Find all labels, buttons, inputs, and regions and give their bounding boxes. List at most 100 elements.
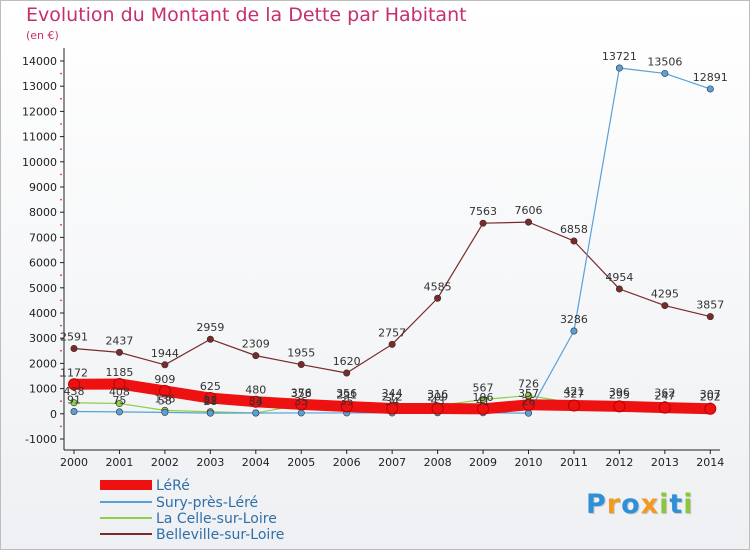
y-tick-label: 3000 (29, 332, 57, 345)
y-tick-label: 9000 (29, 181, 57, 194)
legend-label: Belleville-sur-Loire (156, 527, 284, 543)
data-label: 58 (158, 394, 172, 407)
y-minor-tick (60, 198, 62, 201)
data-label: 316 (427, 388, 448, 401)
y-minor-tick (60, 249, 62, 251)
data-label: 81 (203, 394, 217, 407)
x-tick-label: 2001 (105, 456, 133, 469)
data-label: 909 (154, 373, 175, 386)
data-point (524, 218, 532, 226)
y-tick-label: 5000 (29, 282, 57, 295)
y-tick-label: -1000 (25, 433, 57, 446)
chart-title: Evolution du Montant de la Dette par Hab… (26, 4, 467, 26)
data-label: 35 (294, 395, 308, 408)
x-tick-label: 2010 (515, 456, 543, 469)
data-point (615, 285, 623, 293)
data-point (249, 395, 262, 408)
data-label: 1944 (151, 347, 179, 360)
x-tick-label: 2014 (696, 456, 724, 469)
data-label: 291 (336, 388, 357, 401)
y-tick-label: 12000 (22, 105, 57, 118)
data-label: 35 (340, 395, 354, 408)
data-point (661, 69, 669, 77)
data-label: 12891 (693, 71, 728, 84)
data-point (297, 361, 305, 369)
data-label: 209 (427, 391, 448, 404)
data-label: 2959 (196, 321, 224, 334)
data-label: 438 (64, 385, 85, 398)
data-label: 7563 (469, 205, 497, 218)
data-label: 726 (518, 378, 539, 391)
data-label: 327 (563, 388, 584, 401)
data-point (115, 348, 123, 356)
data-label: 247 (654, 390, 675, 403)
y-minor-tick (60, 123, 62, 125)
data-point (479, 396, 487, 404)
data-label: 357 (518, 387, 539, 400)
data-label: 196 (473, 391, 494, 404)
data-point (704, 402, 717, 415)
data-label: 43 (431, 395, 445, 408)
y-minor-tick (60, 72, 62, 75)
data-point (431, 402, 444, 415)
y-minor-tick (60, 274, 62, 277)
data-label: 625 (200, 380, 221, 393)
data-label: 136 (154, 392, 175, 405)
y-tick-label: 4000 (29, 307, 57, 320)
data-label: 356 (336, 387, 357, 400)
chart-subtitle: (en €) (26, 29, 59, 42)
data-label: 13721 (602, 50, 637, 63)
data-label: 408 (109, 386, 130, 399)
x-tick-label: 2006 (333, 456, 361, 469)
data-label: 7606 (515, 204, 543, 217)
data-point (706, 85, 714, 93)
y-tick-label: 8000 (29, 206, 57, 219)
data-label: 1172 (60, 366, 88, 379)
data-point (70, 399, 78, 407)
data-point (68, 378, 80, 391)
data-label: 2591 (60, 331, 88, 344)
y-minor-tick (60, 324, 62, 327)
data-label: 34 (249, 395, 263, 408)
data-label: 4954 (605, 271, 633, 284)
x-tick-label: 2005 (287, 456, 315, 469)
data-label: 212 (382, 390, 403, 403)
y-tick-label: 10000 (22, 156, 57, 169)
data-point (479, 219, 487, 227)
y-minor-tick (60, 97, 62, 100)
data-point (343, 369, 351, 377)
data-label: 91 (67, 394, 81, 407)
data-point (570, 327, 578, 335)
y-minor-tick (60, 223, 62, 226)
y-tick-label: 14000 (22, 55, 57, 68)
data-label: 362 (654, 387, 675, 400)
data-point (295, 398, 308, 411)
legend-label: Sury-près-Léré (156, 495, 258, 511)
proxiti-logo: Proxiti (586, 489, 694, 520)
data-point (70, 408, 78, 416)
data-label: 2757 (378, 326, 406, 339)
x-tick-label: 2013 (651, 456, 679, 469)
data-point (252, 409, 260, 417)
data-point (158, 384, 171, 397)
data-point (204, 392, 217, 405)
y-minor-tick (60, 425, 62, 428)
x-tick-label: 2003 (196, 456, 224, 469)
data-label: 344 (382, 387, 403, 400)
data-point (113, 377, 126, 390)
x-tick-label: 2008 (424, 456, 452, 469)
data-label: 26 (522, 395, 536, 408)
data-point (252, 352, 260, 360)
data-point (206, 409, 214, 417)
y-minor-tick (60, 349, 62, 352)
data-label: 358 (291, 387, 312, 400)
data-label: 1955 (287, 347, 315, 360)
y-tick-label: 13000 (22, 80, 57, 93)
y-tick-label: 2000 (29, 357, 57, 370)
data-point (658, 401, 671, 414)
data-label: 6858 (560, 223, 588, 236)
data-point (524, 392, 532, 400)
data-point (522, 398, 535, 411)
